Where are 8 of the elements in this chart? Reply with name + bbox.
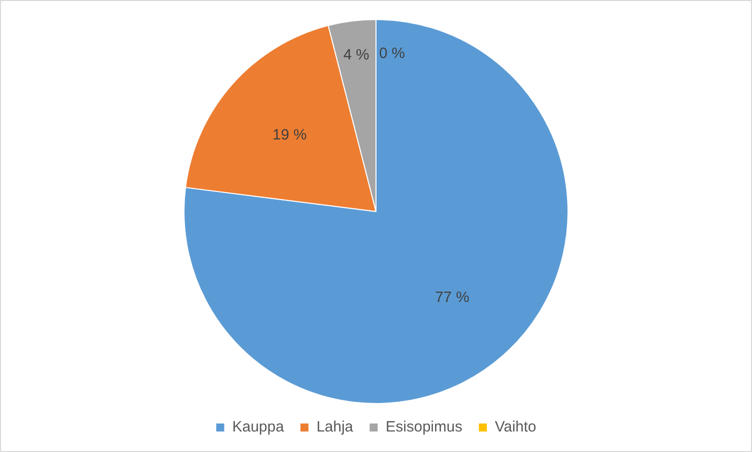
text: 0 % xyxy=(379,45,405,62)
data-label: 77 % xyxy=(435,289,470,306)
legend-label: Kauppa xyxy=(232,418,285,436)
legend-label: Lahja xyxy=(316,418,354,436)
data-label: 19 % xyxy=(272,126,307,144)
legend-label: Esisopimus xyxy=(386,418,462,436)
data-label: 4 % xyxy=(343,46,370,64)
legend-label: Vaihto xyxy=(494,418,536,436)
